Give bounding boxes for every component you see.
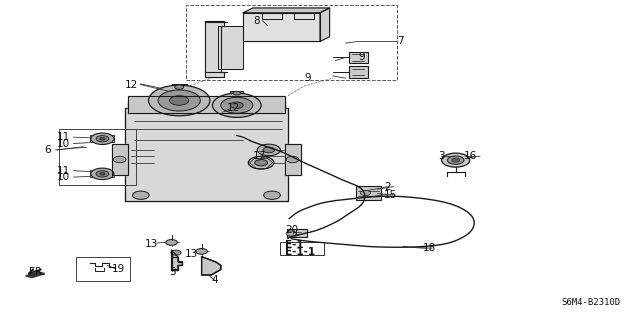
Circle shape <box>264 191 280 199</box>
Circle shape <box>452 158 460 162</box>
Circle shape <box>96 136 109 142</box>
Text: 8: 8 <box>253 16 259 26</box>
Polygon shape <box>218 26 243 69</box>
Polygon shape <box>202 257 221 275</box>
Circle shape <box>132 191 149 199</box>
Polygon shape <box>243 13 320 41</box>
Bar <box>90 170 114 177</box>
Text: 4: 4 <box>211 275 218 285</box>
Text: 15: 15 <box>384 189 397 200</box>
Bar <box>280 242 324 255</box>
Polygon shape <box>285 144 301 175</box>
Text: 10: 10 <box>57 172 70 182</box>
Circle shape <box>263 147 275 153</box>
Circle shape <box>166 240 177 245</box>
Text: 13: 13 <box>145 239 158 249</box>
Bar <box>349 52 368 63</box>
Circle shape <box>255 160 268 166</box>
Polygon shape <box>112 144 128 175</box>
Bar <box>356 186 381 200</box>
Text: 18: 18 <box>422 243 436 253</box>
Polygon shape <box>125 102 288 201</box>
Bar <box>90 135 114 142</box>
Bar <box>172 84 187 90</box>
Text: 19: 19 <box>112 263 125 274</box>
Polygon shape <box>128 96 285 113</box>
Circle shape <box>96 171 109 177</box>
Text: 17: 17 <box>253 151 266 161</box>
Circle shape <box>230 102 243 108</box>
Circle shape <box>221 97 253 113</box>
Text: 11: 11 <box>57 166 70 176</box>
Text: 7: 7 <box>397 36 403 47</box>
Bar <box>287 229 307 237</box>
Circle shape <box>196 249 207 254</box>
Circle shape <box>286 156 299 163</box>
Text: E-1-1: E-1-1 <box>285 247 315 257</box>
Polygon shape <box>320 8 330 41</box>
Circle shape <box>158 90 200 111</box>
Polygon shape <box>243 8 330 13</box>
Text: 3: 3 <box>438 151 445 161</box>
Polygon shape <box>205 21 224 77</box>
Bar <box>59 129 136 185</box>
Circle shape <box>148 85 210 116</box>
Bar <box>76 257 130 281</box>
Circle shape <box>248 156 274 169</box>
Circle shape <box>113 156 126 163</box>
Circle shape <box>447 156 464 164</box>
Text: 12: 12 <box>227 103 241 114</box>
Text: 6: 6 <box>45 145 51 155</box>
Text: S6M4-B2310D: S6M4-B2310D <box>562 298 621 307</box>
Text: 13: 13 <box>185 249 198 259</box>
Circle shape <box>175 85 184 89</box>
Text: E-1: E-1 <box>285 240 303 250</box>
Text: 12: 12 <box>124 79 138 90</box>
Text: 9: 9 <box>358 52 365 63</box>
Circle shape <box>100 173 105 175</box>
Circle shape <box>170 96 189 105</box>
Bar <box>186 5 397 80</box>
Circle shape <box>100 137 105 140</box>
Text: 16: 16 <box>464 151 477 161</box>
Circle shape <box>171 250 181 255</box>
Bar <box>349 66 368 78</box>
Text: 20: 20 <box>285 225 298 235</box>
Circle shape <box>286 231 296 236</box>
Circle shape <box>257 144 280 156</box>
Circle shape <box>212 93 261 117</box>
Polygon shape <box>172 250 182 270</box>
Circle shape <box>442 153 470 167</box>
Text: 2: 2 <box>384 182 390 192</box>
Text: 5: 5 <box>170 267 176 277</box>
Bar <box>230 91 243 96</box>
Text: 10: 10 <box>57 138 70 149</box>
Text: FR.: FR. <box>29 267 45 277</box>
Text: 9: 9 <box>304 73 310 83</box>
Text: 11: 11 <box>57 132 70 142</box>
Polygon shape <box>26 272 45 278</box>
Circle shape <box>91 133 114 145</box>
Circle shape <box>91 168 114 180</box>
Circle shape <box>233 91 241 95</box>
Circle shape <box>360 190 371 196</box>
